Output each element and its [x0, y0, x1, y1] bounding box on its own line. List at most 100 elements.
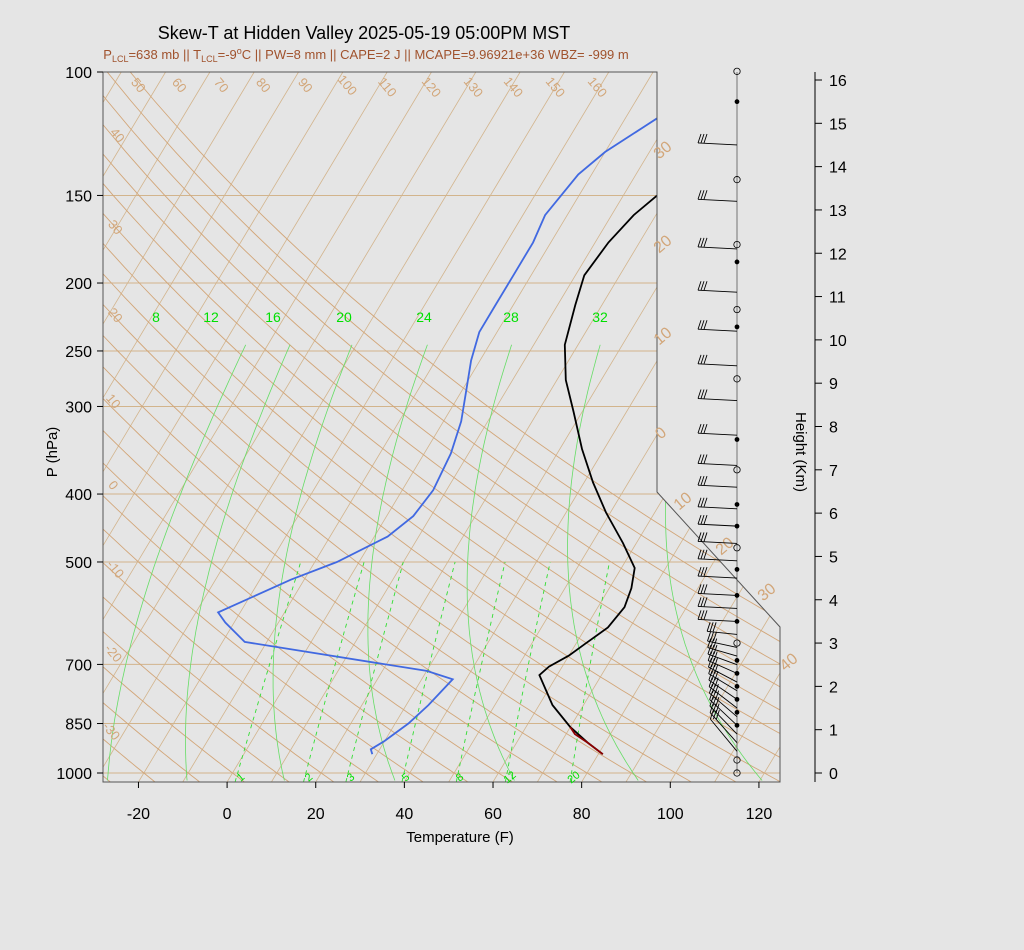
mixing-ratio-line [569, 561, 610, 782]
wind-barb-flag [697, 190, 702, 200]
wind-barb-flag [700, 133, 705, 144]
wind-barb-flag [700, 514, 705, 525]
height-marker [733, 67, 741, 75]
wind-barb-staff [707, 630, 738, 635]
wind-barb-flag [700, 497, 705, 507]
dry-adiabat-line [103, 72, 603, 782]
height-marker [733, 240, 741, 249]
height-tick-label: 15 [829, 116, 847, 133]
wind-barb-flag [708, 677, 713, 687]
temperature-tick-label: 80 [573, 806, 591, 823]
height-marker [733, 544, 741, 552]
wind-barb-flag [697, 584, 702, 594]
dry-adiabat-line [103, 72, 692, 782]
wind-barb-flag [715, 696, 720, 707]
mixing-ratio-label-top: 32 [592, 309, 608, 325]
wind-barb-flag [700, 190, 705, 200]
dry-adiabat-line [103, 72, 290, 782]
height-tick-label: 6 [829, 506, 838, 523]
wind-barb-flag [700, 281, 705, 291]
isotherm-line [103, 72, 477, 782]
pressure-tick-label: 1000 [56, 766, 92, 783]
height-tick-label: 3 [829, 636, 838, 653]
wind-barb-staff [709, 699, 738, 726]
mixing-ratio-label-top: 8 [152, 309, 160, 325]
wind-barb-flag [703, 320, 708, 330]
wind-barb-staff [697, 142, 738, 146]
wind-barb-staff [697, 558, 738, 562]
isotherm-label-right: 40 [777, 650, 802, 675]
height-tick-label: 4 [829, 593, 838, 610]
pressure-tick-label: 700 [65, 657, 92, 674]
pressure-tick-label: 150 [65, 188, 92, 205]
isotherm-line [0, 72, 77, 782]
wind-barb-flag [697, 281, 702, 291]
wind-barb-staff [697, 289, 738, 293]
wind-barb-staff [697, 198, 738, 202]
plot-frame [102, 71, 781, 783]
wind-barb-staff [697, 463, 738, 466]
pressure-tick-label: 100 [65, 65, 92, 82]
mixing-ratio-line [455, 561, 506, 782]
dry-adiabat-line [106, 72, 780, 782]
dry-adiabat-line [103, 72, 780, 782]
height-marker [734, 567, 740, 572]
height-tick-label: 7 [829, 463, 838, 480]
wind-barb-flag [707, 651, 712, 661]
dry-adiabat-line [103, 72, 469, 782]
wind-barb-staff [708, 660, 738, 674]
mixing-ratio-label-top: 28 [503, 309, 519, 325]
series-parcel-line [569, 726, 604, 755]
mixing-ratio-label-top: 12 [203, 309, 219, 325]
wind-barb-staff [707, 640, 738, 648]
mixing-ratio-line [234, 561, 302, 782]
isotherm-line [669, 72, 780, 782]
height-tick-label: 8 [829, 420, 838, 437]
wind-barb-flag [700, 610, 705, 620]
wind-barb-flag [697, 514, 702, 525]
wind-barb-flag [703, 475, 708, 486]
wind-barb-flag [700, 584, 705, 594]
isotherm-line [103, 72, 211, 782]
wind-barb-flag [711, 683, 716, 694]
wind-barb-flag [697, 532, 702, 542]
moist-adiabat-line [466, 344, 515, 781]
temperature-tick-label: 100 [657, 806, 684, 823]
wind-barb-staff [697, 523, 738, 527]
wind-barb-flag [715, 690, 720, 700]
height-marker [734, 502, 740, 507]
mixing-ratio-line [303, 561, 365, 782]
wind-barb-flag [710, 631, 714, 642]
isotherm-line [103, 72, 521, 782]
wind-barbs [697, 67, 741, 777]
dry-adiabat-line [103, 72, 424, 782]
height-marker [733, 466, 741, 474]
wind-barb-staff [709, 712, 738, 743]
wind-barb-flag [713, 631, 717, 642]
isotherm-line [138, 72, 565, 782]
dry-adiabat-line [129, 72, 780, 782]
sounding-series [216, 72, 780, 755]
isotherm-line [892, 72, 1024, 782]
wind-barb-staff [697, 605, 738, 609]
height-tick-label: 9 [829, 376, 838, 393]
wind-barb-flag [712, 690, 717, 700]
wind-barb-flag [697, 133, 702, 144]
wind-barb-flag [700, 566, 705, 577]
wind-barb-staff [697, 328, 738, 332]
wind-barb-staff [709, 692, 738, 718]
pressure-tick-label: 500 [65, 555, 92, 572]
wind-barb-flag [714, 670, 719, 681]
wind-barb-staff [697, 363, 738, 367]
dry-adiabat-line [103, 72, 780, 782]
dry-adiabat-line [103, 72, 335, 782]
height-tick-label: 14 [829, 160, 847, 177]
wind-barb-staff [697, 432, 738, 436]
wind-barb-staff [709, 705, 738, 735]
wind-barb-flag [713, 651, 718, 661]
moist-adiabat-line [367, 344, 428, 781]
isotherm-line [226, 72, 654, 782]
wind-barb-flag [700, 424, 705, 434]
moist-adiabat-line [272, 344, 353, 781]
